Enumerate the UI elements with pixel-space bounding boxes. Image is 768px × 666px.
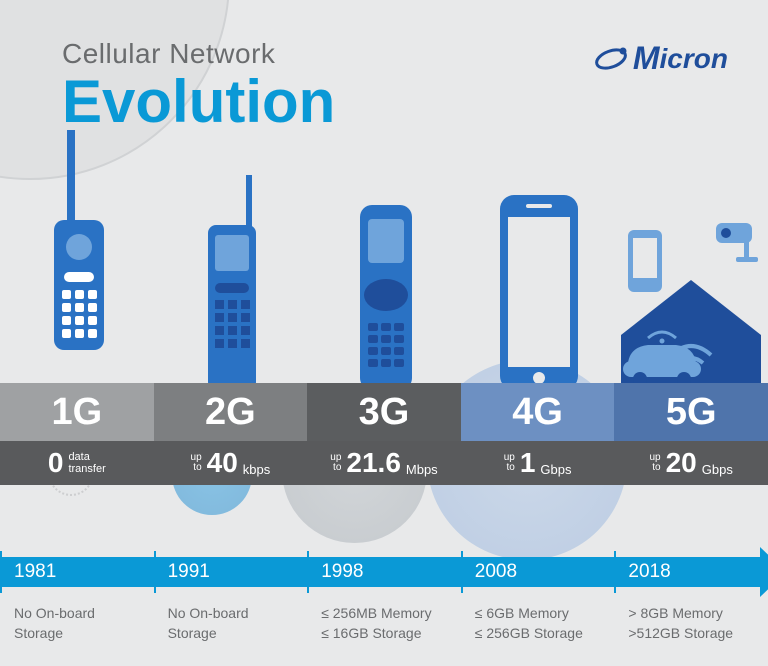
storage-3g-l2: ≤ 16GB Storage <box>321 623 447 643</box>
speed-2g-unit: kbps <box>243 462 270 477</box>
storage-1g-l2: Storage <box>14 623 140 643</box>
phone-col-3g <box>307 170 461 390</box>
gen-2g: 2G <box>154 383 308 441</box>
storage-2g-l2: Storage <box>168 623 294 643</box>
gen-1g: 1G <box>0 383 154 441</box>
logo-orbit-icon <box>593 41 629 77</box>
gen-5g: 5G <box>614 383 768 441</box>
phone-4g-icon <box>488 175 588 390</box>
year-3g: 1998 <box>307 557 461 587</box>
speed-3g-prefix: upto <box>330 453 341 473</box>
speed-4g-prefix: upto <box>504 453 515 473</box>
speed-2g: upto 40 kbps <box>154 441 308 485</box>
speed-1g-suffix: data transfer <box>68 451 105 475</box>
logo: Micron <box>593 40 728 77</box>
storage-2g: No On-board Storage <box>154 595 308 644</box>
speed-2g-prefix: upto <box>191 453 202 473</box>
speed-3g-num: 21.6 <box>346 447 401 479</box>
speed-5g-num: 20 <box>666 447 697 479</box>
gen-4g: 4G <box>461 383 615 441</box>
gen-3g: 3G <box>307 383 461 441</box>
storage-5g: > 8GB Memory >512GB Storage <box>614 595 768 644</box>
storage-4g-l1: ≤ 6GB Memory <box>475 603 601 623</box>
storage-4g-l2: ≤ 256GB Storage <box>475 623 601 643</box>
phone-col-4g <box>461 170 615 390</box>
speed-2g-num: 40 <box>207 447 238 479</box>
speed-5g-prefix: upto <box>649 453 660 473</box>
phone-col-2g <box>154 170 308 390</box>
storage-1g: No On-board Storage <box>0 595 154 644</box>
phones-row <box>0 170 768 390</box>
year-5g: 2018 <box>614 557 768 587</box>
storage-3g-l1: ≤ 256MB Memory <box>321 603 447 623</box>
iot-5g-icon <box>616 175 766 390</box>
title-small: Cellular Network <box>62 38 335 70</box>
title-big: Evolution <box>62 72 335 132</box>
speed-5g: upto 20 Gbps <box>614 441 768 485</box>
speed-1g-num: 0 <box>48 447 64 479</box>
storage-5g-l1: > 8GB Memory <box>628 603 754 623</box>
speed-3g-unit: Mbps <box>406 462 438 477</box>
title-area: Cellular Network Evolution <box>62 38 335 132</box>
storage-row: No On-board Storage No On-board Storage … <box>0 595 768 644</box>
speed-4g: upto 1 Gbps <box>461 441 615 485</box>
phone-2g-icon <box>190 175 270 390</box>
year-1g: 1981 <box>0 557 154 587</box>
phone-col-1g <box>0 170 154 390</box>
speed-5g-unit: Gbps <box>702 462 733 477</box>
speed-band: 0 data transfer upto 40 kbps upto 21.6 M… <box>0 441 768 485</box>
logo-text: icron <box>660 43 728 75</box>
storage-1g-l1: No On-board <box>14 603 140 623</box>
speed-1g: 0 data transfer <box>0 441 154 485</box>
storage-2g-l1: No On-board <box>168 603 294 623</box>
year-2g: 1991 <box>154 557 308 587</box>
speed-3g: upto 21.6 Mbps <box>307 441 461 485</box>
generation-band: 1G 2G 3G 4G 5G <box>0 383 768 441</box>
year-4g: 2008 <box>461 557 615 587</box>
storage-5g-l2: >512GB Storage <box>628 623 754 643</box>
year-row: 1981 1991 1998 2008 2018 <box>0 557 768 587</box>
storage-3g: ≤ 256MB Memory ≤ 16GB Storage <box>307 595 461 644</box>
phone-3g-icon <box>344 175 424 390</box>
phone-1g-icon <box>32 130 122 390</box>
speed-4g-num: 1 <box>520 447 536 479</box>
storage-4g: ≤ 6GB Memory ≤ 256GB Storage <box>461 595 615 644</box>
phone-col-5g <box>614 170 768 390</box>
speed-4g-unit: Gbps <box>540 462 571 477</box>
infographic-container: Cellular Network Evolution Micron <box>0 0 768 666</box>
